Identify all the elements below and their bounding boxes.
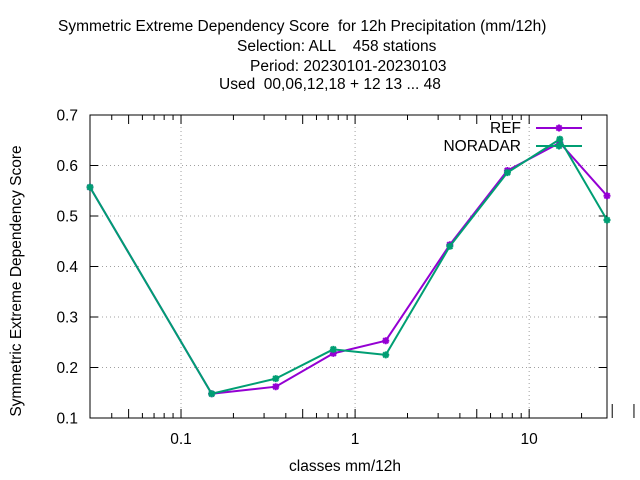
x-tick-label: 10 [521, 431, 539, 448]
y-tick-label: 0.6 [56, 158, 78, 175]
data-point [86, 183, 94, 191]
data-point [329, 345, 337, 353]
data-point [272, 375, 280, 383]
data-point [382, 351, 390, 359]
y-tick-label: 0.1 [56, 411, 78, 428]
y-tick-label: 0.2 [56, 360, 78, 377]
grid-lines [90, 115, 607, 418]
legend-marker-noradar [555, 142, 563, 150]
data-point [382, 337, 390, 345]
data-point [603, 216, 611, 224]
legend-marker-ref [555, 124, 563, 132]
data-point [329, 349, 337, 357]
data-point [556, 135, 564, 143]
x-tick-labels: 0.1 1 10 [170, 431, 538, 448]
data-point [208, 390, 216, 398]
chart-subtitle-selection: Selection: ALL 458 stations [237, 38, 437, 55]
y-tick-labels: 0.1 0.2 0.3 0.4 0.5 0.6 0.7 [56, 108, 78, 428]
series-line [89, 141, 608, 395]
legend: REF NORADAR [443, 120, 582, 155]
x-tick-label: 0.1 [170, 431, 192, 448]
y-tick-label: 0.3 [56, 310, 78, 327]
chart-subtitle-used: Used 00,06,12,18 + 12 13 ... 48 [219, 76, 441, 93]
data-point [603, 192, 611, 200]
plot-frame [89, 114, 608, 419]
data-point [503, 169, 511, 177]
legend-label-noradar: NORADAR [443, 138, 521, 155]
y-tick-label: 0.5 [56, 209, 78, 226]
series-lines [86, 135, 611, 398]
chart-subtitle-period: Period: 20230101-20230103 [250, 58, 447, 75]
data-point [272, 383, 280, 391]
chart-title: Symmetric Extreme Dependency Score for 1… [58, 18, 547, 35]
y-tick-label: 0.7 [56, 108, 78, 125]
y-tick-label: 0.4 [56, 259, 78, 276]
series-noradar [86, 135, 611, 398]
axis-ticks [89, 114, 635, 419]
x-axis-title: classes mm/12h [289, 458, 401, 475]
x-tick-label: 1 [351, 431, 360, 448]
legend-label-ref: REF [490, 120, 521, 137]
y-axis-title: Symmetric Extreme Dependency Score [8, 145, 25, 416]
series-ref [86, 139, 611, 398]
data-point [446, 242, 454, 250]
